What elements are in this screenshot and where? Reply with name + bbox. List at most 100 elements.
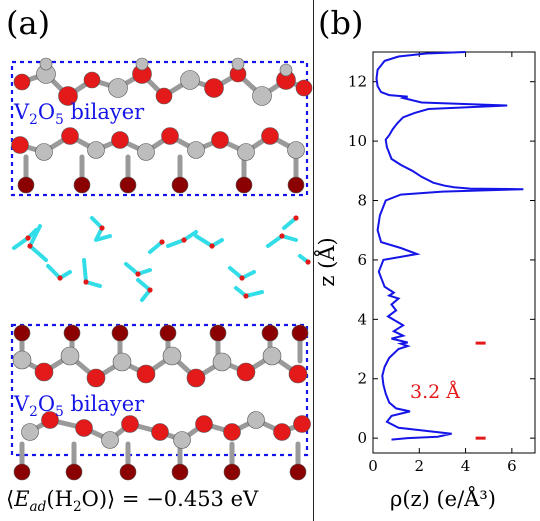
x-tick-label: 4 bbox=[461, 457, 471, 475]
vanadium-atom bbox=[237, 143, 255, 161]
top-bilayer-label: V2O5 bilayer bbox=[14, 100, 145, 129]
bottom-bilayer-label: V2O5 bilayer bbox=[14, 392, 145, 421]
density-profile-line bbox=[375, 51, 524, 441]
water-oxygen bbox=[135, 271, 141, 277]
oxygen-atom bbox=[11, 136, 29, 154]
chart-markers bbox=[475, 341, 486, 440]
vanadium-atom bbox=[212, 352, 232, 372]
vanadium-atom bbox=[247, 411, 265, 429]
vanadyl-oxygen-atom bbox=[111, 324, 129, 342]
vanadyl-oxygen-atom bbox=[235, 176, 253, 194]
vanadium-atom bbox=[21, 423, 39, 441]
water-layer bbox=[12, 215, 311, 302]
water-oxygen bbox=[239, 275, 245, 281]
distance-annotation: 3.2 Å bbox=[410, 381, 460, 403]
water-oxygen bbox=[209, 243, 215, 249]
water-oxygen bbox=[57, 275, 63, 281]
vanadyl-oxygen-atom bbox=[171, 176, 189, 194]
molecular-structure bbox=[10, 57, 313, 481]
x-tick-label: 2 bbox=[415, 457, 425, 475]
x-tick-label: 6 bbox=[507, 457, 517, 475]
vanadium-atom bbox=[162, 346, 182, 366]
oxygen-atom bbox=[273, 423, 291, 441]
top-bilayer-box bbox=[10, 60, 309, 197]
vanadium-atom bbox=[60, 346, 80, 366]
oxygen-atom bbox=[34, 362, 54, 382]
water-molecule bbox=[148, 240, 164, 254]
vanadyl-oxygen-atom bbox=[287, 176, 305, 194]
vanadyl-oxygen-atom bbox=[73, 176, 91, 194]
water-oxygen bbox=[181, 237, 187, 243]
vanadium-atom bbox=[112, 352, 132, 372]
oxygen-atom bbox=[161, 127, 179, 145]
water-molecule bbox=[90, 216, 112, 242]
oxygen-atom bbox=[236, 362, 256, 382]
vanadium-atom bbox=[12, 350, 32, 370]
water-molecule bbox=[194, 234, 224, 248]
y-tick-label: 0 bbox=[357, 429, 367, 447]
water-molecule bbox=[282, 216, 298, 230]
vanadium-atom bbox=[173, 431, 191, 449]
vanadyl-oxygen-atom bbox=[13, 324, 31, 342]
vanadyl-oxygen-atom bbox=[65, 463, 83, 481]
panel-a-label: (a) bbox=[6, 4, 51, 42]
vanadium-atom bbox=[187, 141, 205, 159]
atoms-layer bbox=[11, 57, 313, 481]
y-tick-label: 2 bbox=[357, 370, 367, 388]
oxygen-atom bbox=[261, 127, 279, 145]
vanadyl-oxygen-atom bbox=[171, 463, 189, 481]
adsorption-energy-caption: ⟨Ead(H2O)⟩ = −0.453 eV bbox=[6, 487, 259, 516]
y-tick-label: 8 bbox=[357, 192, 367, 210]
oxygen-atom bbox=[83, 71, 101, 89]
oxygen-atom bbox=[41, 411, 59, 429]
vanadyl-oxygen-atom bbox=[223, 463, 241, 481]
bottom-bilayer-box bbox=[10, 323, 309, 457]
oxygen-atom bbox=[58, 86, 78, 106]
vanadyl-oxygen-atom bbox=[261, 324, 279, 342]
oxygen-atom bbox=[155, 87, 173, 105]
water-oxygen bbox=[25, 235, 31, 241]
water-oxygen bbox=[147, 287, 153, 293]
vanadyl-oxygen-atom bbox=[63, 324, 81, 342]
chart-series bbox=[375, 51, 524, 441]
oxygen-atom bbox=[121, 415, 139, 433]
oxygen-atom bbox=[75, 419, 93, 437]
vanadium-atom bbox=[87, 141, 105, 159]
oxygen-atom bbox=[295, 79, 313, 97]
y-tick-label: 4 bbox=[357, 310, 367, 328]
vanadium-atom bbox=[231, 57, 245, 71]
vanadium-atom bbox=[252, 86, 272, 106]
vanadium-atom bbox=[287, 141, 305, 159]
oxygen-atom bbox=[136, 364, 156, 384]
y-axis-label: z (Å) bbox=[314, 237, 339, 286]
water-oxygen bbox=[243, 293, 249, 299]
vanadium-atom bbox=[137, 143, 155, 161]
y-tick-label: 6 bbox=[357, 251, 367, 269]
vanadium-atom bbox=[180, 70, 200, 90]
vanadyl-oxygen-atom bbox=[13, 463, 31, 481]
oxygen-atom bbox=[111, 131, 129, 149]
oxygen-atom bbox=[223, 423, 241, 441]
oxygen-atom bbox=[86, 368, 106, 388]
y-tick-label: 10 bbox=[348, 132, 367, 150]
oxygen-atom bbox=[151, 423, 169, 441]
oxygen-atom bbox=[195, 415, 213, 433]
x-tick-label: 0 bbox=[368, 457, 378, 475]
water-oxygen bbox=[27, 243, 33, 249]
vanadium-atom bbox=[135, 57, 149, 71]
vanadyl-oxygen-atom bbox=[209, 324, 227, 342]
x-axis-label: ρ(z) (e/Å³) bbox=[390, 486, 496, 511]
water-oxygen bbox=[279, 233, 285, 239]
vanadyl-oxygen-atom bbox=[291, 324, 309, 342]
oxygen-atom bbox=[186, 368, 206, 388]
water-molecule bbox=[234, 286, 264, 298]
oxygen-atom bbox=[211, 131, 229, 149]
vanadium-atom bbox=[108, 78, 128, 98]
water-oxygen bbox=[159, 239, 165, 245]
vanadium-atom bbox=[262, 346, 282, 366]
water-oxygen bbox=[99, 225, 105, 231]
vanadium-atom bbox=[35, 143, 53, 161]
oxygen-atom bbox=[204, 78, 224, 98]
oxygen-atom bbox=[288, 364, 308, 384]
vanadium-atom bbox=[101, 431, 119, 449]
